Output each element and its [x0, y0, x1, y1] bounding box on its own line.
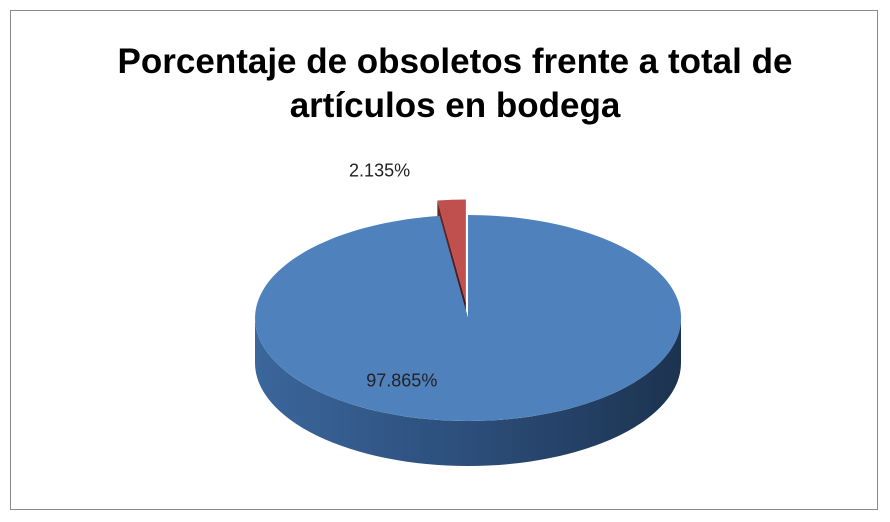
data-label: 97.865%: [366, 371, 437, 391]
chart-title: Porcentaje de obsoletos frente a total d…: [117, 42, 793, 125]
chart-frame: [10, 10, 878, 510]
slice: [255, 215, 682, 421]
data-label: 2.135%: [349, 161, 410, 181]
slice-side: [255, 318, 681, 466]
slice: [437, 199, 466, 303]
